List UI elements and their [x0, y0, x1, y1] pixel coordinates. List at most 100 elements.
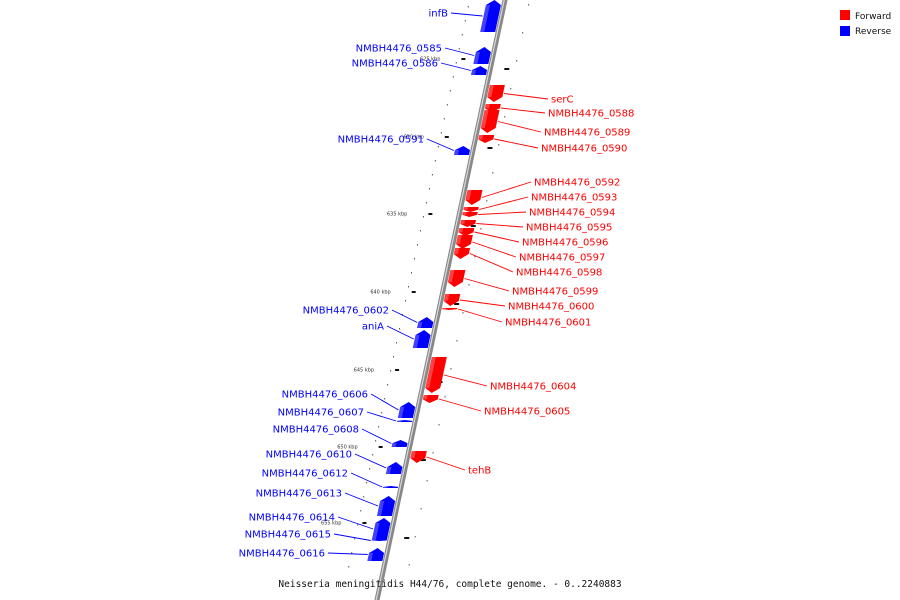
gene-arrow[interactable]: [487, 85, 505, 102]
gene-arrow[interactable]: [371, 540, 387, 541]
gene-label-NMBH4476_0604[interactable]: NMBH4476_0604: [490, 382, 576, 393]
gene-feature-NMBH4476_0607[interactable]: [396, 420, 413, 422]
legend-label-reverse: Reverse: [855, 27, 892, 37]
gene-label-NMBH4476_0613[interactable]: NMBH4476_0613: [256, 489, 342, 500]
gene-feature-NMBH4476_0614[interactable]: [371, 518, 391, 540]
gene-label-tehB[interactable]: tehB: [468, 466, 491, 477]
gene-arrow[interactable]: [447, 270, 466, 287]
gene-feature-NMBH4476_0590[interactable]: [478, 135, 495, 143]
gene-label-NMBH4476_0589[interactable]: NMBH4476_0589: [544, 128, 630, 139]
gene-arrow[interactable]: [443, 294, 461, 306]
gene-label-NMBH4476_0596[interactable]: NMBH4476_0596: [522, 238, 608, 249]
gene-arrow[interactable]: [453, 248, 471, 259]
gene-feature-NMBH4476_0598[interactable]: [453, 248, 471, 259]
gene-arrow[interactable]: [385, 462, 403, 474]
gene-arrow[interactable]: [397, 402, 416, 418]
gene-arrow[interactable]: [460, 220, 477, 227]
gene-label-NMBH4476_0601[interactable]: NMBH4476_0601: [505, 318, 591, 329]
gene-arrow[interactable]: [410, 451, 427, 463]
gene-label-NMBH4476_0593[interactable]: NMBH4476_0593: [531, 193, 617, 204]
gene-feature-NMBH4476_0605[interactable]: [422, 395, 439, 403]
gene-arrow[interactable]: [391, 440, 408, 447]
gene-arrow[interactable]: [422, 395, 439, 403]
gene-label-NMBH4476_0616[interactable]: NMBH4476_0616: [239, 549, 325, 560]
gene-label-NMBH4476_0607[interactable]: NMBH4476_0607: [278, 408, 364, 419]
gene-feature-NMBH4476_0612[interactable]: [382, 486, 399, 488]
gene-feature-NMBH4476_0606[interactable]: [397, 402, 416, 418]
gene-arrow[interactable]: [442, 308, 458, 310]
gene-feature-NMBH4476_0602[interactable]: [417, 317, 434, 328]
gene-label-NMBH4476_0600[interactable]: NMBH4476_0600: [508, 302, 594, 313]
gene-feature-NMBH4476_0599[interactable]: [447, 270, 466, 287]
gene-arrow[interactable]: [462, 212, 478, 217]
gene-label-NMBH4476_0610[interactable]: NMBH4476_0610: [266, 450, 352, 461]
gene-feature-NMBH4476_0592[interactable]: [465, 190, 483, 205]
gene-feature-NMBH4476_0591[interactable]: [453, 146, 470, 155]
gene-arrow[interactable]: [376, 496, 396, 516]
gene-feature-NMBH4476_0593[interactable]: [463, 207, 479, 212]
gene-feature-NMBH4476_0596[interactable]: [458, 228, 475, 236]
gene-label-NMBH4476_0605[interactable]: NMBH4476_0605: [484, 407, 570, 418]
gene-label-infB[interactable]: infB: [429, 9, 449, 20]
gene-feature-NMBH4476_0595[interactable]: [460, 220, 477, 227]
gene-feature-NMBH4476_0586[interactable]: [471, 66, 488, 75]
gene-arrow-highlight: [455, 235, 462, 244]
gene-feature-NMBH4476_0604[interactable]: [425, 357, 447, 393]
gene-arrow[interactable]: [455, 235, 473, 249]
gene-feature-NMBH4476_0589[interactable]: [480, 110, 500, 133]
gene-label-NMBH4476_0588[interactable]: NMBH4476_0588: [548, 109, 634, 120]
gene-arrow[interactable]: [471, 66, 488, 75]
gene-arrow[interactable]: [458, 228, 475, 236]
gene-arrow[interactable]: [396, 420, 413, 422]
track-dot: [437, 146, 439, 148]
gene-arrow[interactable]: [463, 207, 479, 212]
gene-arrow[interactable]: [478, 135, 495, 143]
gene-feature-infB[interactable]: [480, 0, 501, 32]
gene-arrow[interactable]: [480, 110, 500, 133]
gene-feature-NMBH4476_0585[interactable]: [473, 47, 491, 64]
gene-label-NMBH4476_0598[interactable]: NMBH4476_0598: [516, 268, 602, 279]
gene-arrow[interactable]: [367, 548, 385, 561]
gene-label-NMBH4476_0599[interactable]: NMBH4476_0599: [512, 287, 598, 298]
gene-label-NMBH4476_0594[interactable]: NMBH4476_0594: [529, 208, 615, 219]
gene-feature-NMBH4476_0608[interactable]: [391, 440, 408, 447]
gene-arrow[interactable]: [371, 518, 391, 540]
gene-feature-NMBH4476_0600[interactable]: [443, 294, 461, 306]
gene-connector: [464, 278, 510, 292]
gene-feature-NMBH4476_0601[interactable]: [442, 308, 458, 310]
gene-arrow[interactable]: [425, 357, 447, 393]
gene-label-NMBH4476_0614[interactable]: NMBH4476_0614: [249, 513, 335, 524]
gene-label-NMBH4476_0591[interactable]: NMBH4476_0591: [338, 135, 424, 146]
gene-label-NMBH4476_0612[interactable]: NMBH4476_0612: [262, 469, 348, 480]
gene-arrow[interactable]: [473, 47, 491, 64]
gene-feature-aniA[interactable]: [412, 330, 431, 348]
gene-label-NMBH4476_0608[interactable]: NMBH4476_0608: [273, 425, 359, 436]
gene-label-NMBH4476_0615[interactable]: NMBH4476_0615: [245, 530, 331, 541]
gene-label-NMBH4476_0595[interactable]: NMBH4476_0595: [526, 223, 612, 234]
gene-feature-tehB[interactable]: [410, 451, 427, 463]
gene-label-NMBH4476_0606[interactable]: NMBH4476_0606: [282, 390, 368, 401]
gene-label-aniA[interactable]: aniA: [362, 322, 384, 333]
gene-arrow[interactable]: [465, 190, 483, 205]
gene-label-NMBH4476_0590[interactable]: NMBH4476_0590: [541, 144, 627, 155]
gene-feature-NMBH4476_0594[interactable]: [462, 212, 478, 217]
gene-arrow[interactable]: [412, 330, 431, 348]
gene-arrow[interactable]: [480, 0, 501, 32]
gene-arrow[interactable]: [453, 146, 470, 155]
track-dot: [443, 118, 445, 120]
gene-arrow[interactable]: [382, 486, 399, 488]
gene-label-NMBH4476_0586[interactable]: NMBH4476_0586: [352, 59, 438, 70]
gene-label-serC[interactable]: serC: [551, 95, 573, 106]
gene-label-NMBH4476_0592[interactable]: NMBH4476_0592: [534, 178, 620, 189]
gene-arrow[interactable]: [417, 317, 434, 328]
gene-feature-serC[interactable]: [487, 85, 505, 102]
track-dot: [390, 370, 392, 372]
gene-feature-NMBH4476_0616[interactable]: [367, 548, 385, 561]
gene-feature-NMBH4476_0610[interactable]: [385, 462, 403, 474]
gene-feature-NMBH4476_0613[interactable]: [376, 496, 396, 516]
gene-label-NMBH4476_0602[interactable]: NMBH4476_0602: [303, 306, 389, 317]
gene-label-NMBH4476_0585[interactable]: NMBH4476_0585: [356, 44, 442, 55]
gene-feature-NMBH4476_0615[interactable]: [371, 540, 387, 541]
gene-label-NMBH4476_0597[interactable]: NMBH4476_0597: [519, 253, 605, 264]
gene-feature-NMBH4476_0597[interactable]: [455, 235, 473, 249]
